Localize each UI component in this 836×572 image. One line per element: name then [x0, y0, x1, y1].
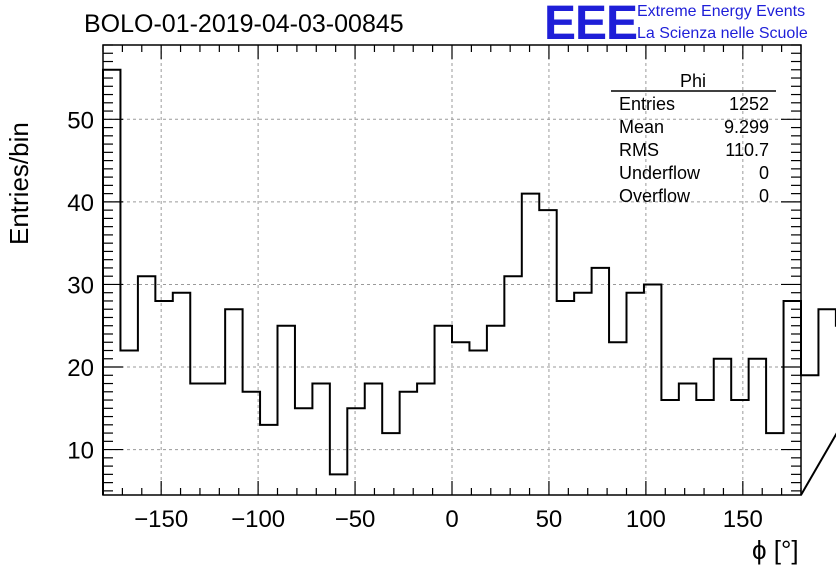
- x-tick-label: −50: [335, 506, 376, 533]
- x-tick-label: −100: [231, 506, 285, 533]
- y-axis-label: Entries/bin: [4, 122, 34, 245]
- stats-rows: Entries 1252 Mean 9.299 RMS 110.7 Underflow 0 Ov…: [619, 94, 769, 206]
- y-tick-label: 10: [67, 438, 94, 465]
- y-tick-label: 30: [67, 272, 94, 299]
- stats-label: Entries: [619, 94, 675, 114]
- x-tick-label: 0: [445, 506, 458, 533]
- stats-value: 1252: [729, 94, 769, 114]
- grid-lines: [103, 45, 801, 495]
- stats-box: Phi Entries 1252 Mean 9.299 RMS 110.7 Underflo…: [611, 71, 776, 206]
- logo-line-1: Extreme Energy Events: [637, 3, 806, 20]
- y-tick-label: 20: [67, 355, 94, 382]
- logo-line-2: La Scienza nelle Scuole: [637, 25, 808, 42]
- x-tick-label: 100: [626, 506, 666, 533]
- stats-label: RMS: [619, 140, 659, 160]
- x-tick-labels: −150 −100 −50 0 50 100 150: [134, 506, 763, 533]
- x-tick-label: 150: [723, 506, 763, 533]
- stats-value: 0: [759, 186, 769, 206]
- axis-ticks: [102, 44, 802, 495]
- x-axis-label: ϕ [°]: [752, 535, 799, 565]
- stats-value: 0: [759, 163, 769, 183]
- x-tick-label: 50: [536, 506, 563, 533]
- chart-title: BOLO-01-2019-04-03-00845: [84, 10, 404, 38]
- stats-name: Phi: [680, 71, 706, 91]
- x-tick-label: −150: [134, 506, 188, 533]
- stats-label: Mean: [619, 117, 664, 137]
- stats-label: Underflow: [619, 163, 701, 183]
- y-tick-label: 50: [67, 107, 94, 134]
- eee-logo: EEE: [544, 0, 638, 50]
- stats-value: 9.299: [724, 117, 769, 137]
- stats-value: 110.7: [725, 140, 769, 160]
- y-tick-label: 40: [67, 190, 94, 217]
- y-tick-labels: 10 20 30 40 50: [67, 107, 94, 464]
- stats-label: Overflow: [619, 186, 691, 206]
